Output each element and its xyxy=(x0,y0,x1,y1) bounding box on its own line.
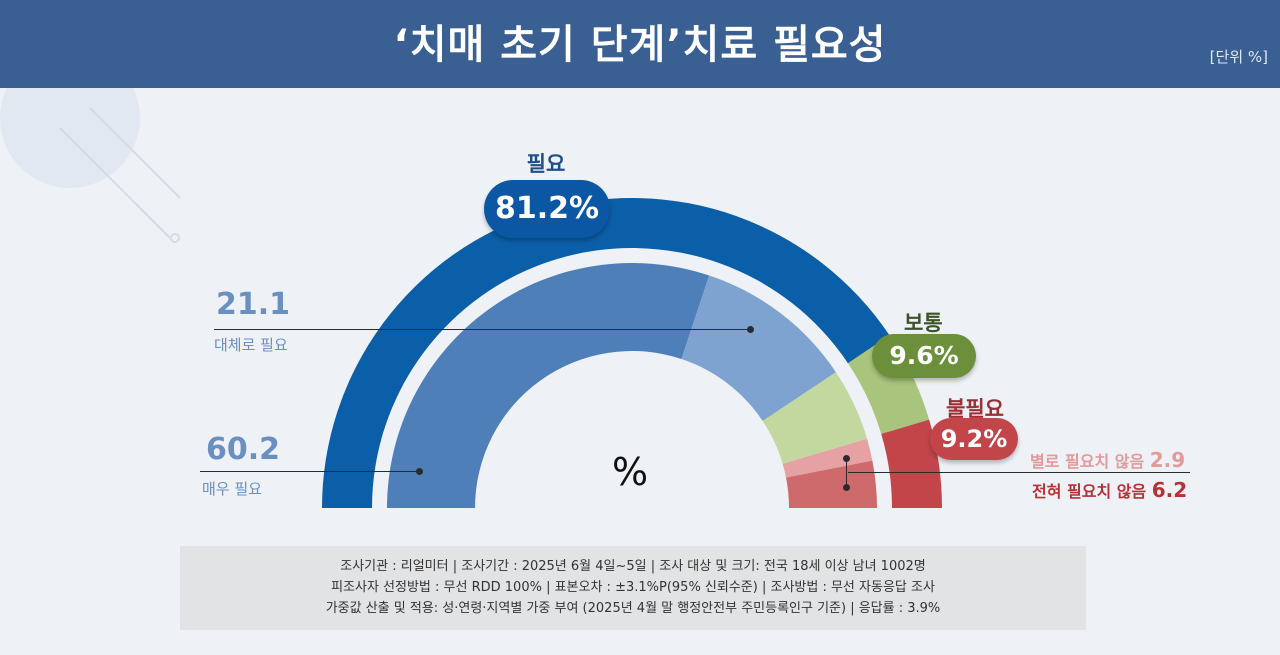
dot-little-need xyxy=(843,455,850,462)
dot-no-need xyxy=(843,484,850,491)
leader-very-need xyxy=(200,471,420,472)
label-little-need: 별로 필요치 않음 xyxy=(1030,452,1145,471)
dot-very-need xyxy=(416,468,423,475)
header-bar: ‘치매 초기 단계’치료 필요성 [단위 %] xyxy=(0,0,1280,88)
percent-symbol: % xyxy=(612,450,649,494)
inner-arc-somewhat-need xyxy=(681,275,836,421)
inner-arc-neutral xyxy=(762,372,868,464)
little-need-row: 별로 필요치 않음 2.9 xyxy=(1030,448,1185,472)
label-very-need: 매우 필요 xyxy=(202,480,262,498)
leader-somewhat-need xyxy=(214,329,751,330)
survey-info-line-2: 피조사자 선정방법 : 무선 RDD 100% | 표본오차 : ±3.1%P(… xyxy=(331,580,935,595)
group-label-need: 필요 xyxy=(526,152,566,176)
label-no-need: 전혀 필요치 않음 xyxy=(1032,482,1147,501)
unit-label: [단위 %] xyxy=(1209,48,1268,66)
leader-notneed-vertical xyxy=(846,459,847,487)
chart-title: ‘치매 초기 단계’치료 필요성 xyxy=(393,22,887,68)
outer-arc-need xyxy=(322,198,890,508)
group-value-notneed: 9.2% xyxy=(930,418,1018,460)
survey-info-box: 조사기관 : 리얼미터 | 조사기간 : 2025년 6월 4일~5일 | 조사… xyxy=(180,546,1086,630)
label-somewhat-need: 대체로 필요 xyxy=(214,336,288,354)
no-need-row: 전혀 필요치 않음 6.2 xyxy=(1032,478,1187,502)
outer-arc-neutral xyxy=(847,335,930,434)
survey-info-line-3: 가중값 산출 및 적용: 성·연령·지역별 가중 부여 (2025년 4월 말 … xyxy=(325,601,941,616)
group-value-need: 81.2% xyxy=(484,180,610,238)
inner-arc-little-need xyxy=(782,438,873,478)
group-label-neutral: 보통 xyxy=(904,311,943,335)
survey-info-line-1: 조사기관 : 리얼미터 | 조사기간 : 2025년 6월 4일~5일 | 조사… xyxy=(340,559,926,574)
background-decoration xyxy=(0,88,181,243)
group-label-notneed: 불필요 xyxy=(946,397,1004,421)
value-little-need: 2.9 xyxy=(1149,448,1186,472)
value-somewhat-need: 21.1 xyxy=(216,287,291,322)
inner-arc-very-need xyxy=(387,263,710,508)
value-no-need: 6.2 xyxy=(1151,478,1188,502)
value-very-need: 60.2 xyxy=(206,432,281,467)
dot-somewhat-need xyxy=(747,326,754,333)
group-value-neutral: 9.6% xyxy=(872,334,976,378)
leader-notneed xyxy=(848,472,1190,473)
outer-arc-notneed xyxy=(881,419,942,508)
